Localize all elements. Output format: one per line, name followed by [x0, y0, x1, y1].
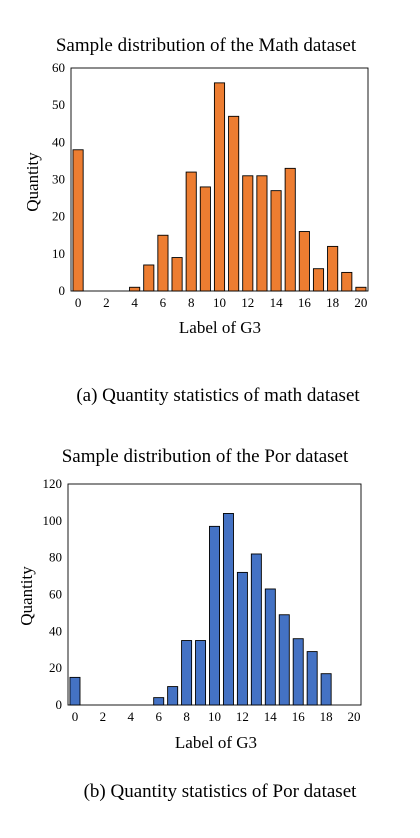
- chart-por-bar-16: [292, 638, 304, 706]
- chart-math-bar-13: [256, 175, 268, 292]
- chart-por-x-tick-label: 16: [292, 709, 306, 724]
- chart-por-bar-9: [195, 640, 207, 706]
- chart-por-x-tick-label: 6: [155, 709, 162, 724]
- chart-math-y-tick-label: 60: [52, 60, 65, 75]
- chart-por-x-tick-label: 18: [320, 709, 333, 724]
- chart-math-y-tick-label: 50: [52, 97, 65, 112]
- chart-math-x-axis-label: Label of G3: [179, 318, 261, 337]
- chart-por-bar-6: [153, 697, 165, 706]
- chart-por-bar-14: [264, 588, 276, 706]
- chart-math-y-tick-label: 30: [52, 172, 65, 187]
- chart-por-y-tick-label: 100: [43, 513, 63, 528]
- chart-math: Sample distribution of the Math dataset …: [23, 35, 369, 406]
- chart-math-x-tick-label: 6: [160, 295, 167, 310]
- chart-math-x-tick-label: 18: [326, 295, 339, 310]
- chart-por-bar-15: [278, 614, 290, 706]
- chart-math-y-tick-label: 20: [52, 209, 65, 224]
- chart-math-bar-7: [171, 257, 183, 292]
- chart-math-x-tick-label: 0: [75, 295, 82, 310]
- chart-math-plot-area: 0 10 20 30 40 50 60 0 2 4 6 8 10 12 14 16 18 20: [52, 60, 369, 310]
- chart-por-bar-13: [250, 553, 262, 706]
- chart-math-bar-15: [284, 167, 296, 292]
- chart-math-bar-4: [129, 286, 141, 292]
- chart-math-bar-12: [242, 175, 254, 292]
- chart-math-y-axis-label: Quantity: [23, 152, 42, 212]
- chart-por-bar-17: [306, 651, 318, 706]
- chart-math-bar-10: [213, 82, 226, 292]
- chart-por-y-tick-label: 40: [49, 623, 62, 638]
- chart-por-x-axis-label: Label of G3: [175, 733, 257, 752]
- chart-por-x-tick-label: 12: [236, 709, 249, 724]
- chart-math-x-tick-label: 14: [270, 295, 284, 310]
- chart-por-y-tick-label: 0: [56, 697, 63, 712]
- chart-math-bar-0: [72, 149, 84, 292]
- chart-por-y-tick-label: 20: [49, 660, 62, 675]
- chart-por: Sample distribution of the Por dataset 0…: [17, 446, 362, 802]
- chart-por-bar-7: [167, 686, 179, 706]
- chart-math-bar-18: [327, 245, 339, 292]
- chart-math-bar-6: [157, 234, 169, 292]
- chart-math-title: Sample distribution of the Math dataset: [56, 35, 357, 56]
- chart-por-bar-0: [69, 676, 81, 706]
- chart-math-y-tick-label: 10: [52, 246, 65, 261]
- chart-por-y-axis-label: Quantity: [17, 566, 36, 626]
- chart-math-bar-8: [185, 171, 197, 292]
- chart-math-x-tick-label: 12: [241, 295, 254, 310]
- chart-math-bar-17: [312, 268, 325, 292]
- chart-por-plot-area: 0 20 40 60 80 100 120 0 2 4 6 8 10 12 14 16 18 20: [43, 476, 362, 724]
- chart-por-y-tick-label: 120: [43, 476, 63, 491]
- chart-por-y-tick-label: 60: [49, 587, 62, 602]
- chart-por-bar-18: [320, 673, 332, 706]
- chart-math-bar-20: [355, 286, 367, 292]
- chart-por-x-tick-label: 8: [183, 709, 190, 724]
- chart-por-bar-11: [222, 513, 234, 706]
- chart-por-bar-8: [181, 640, 193, 706]
- chart-por-bar-10: [209, 525, 220, 706]
- chart-por-title: Sample distribution of the Por dataset: [62, 446, 349, 467]
- chart-math-bar-5: [143, 264, 155, 292]
- chart-por-bar-12: [236, 571, 248, 706]
- chart-por-x-tick-label: 10: [208, 709, 221, 724]
- chart-math-x-tick-label: 8: [188, 295, 195, 310]
- chart-math-bar-16: [298, 231, 310, 292]
- chart-math-bar-9: [199, 186, 211, 292]
- chart-math-x-tick-label: 10: [213, 295, 226, 310]
- chart-math-y-tick-label: 0: [59, 283, 66, 298]
- chart-por-x-tick-label: 20: [348, 709, 361, 724]
- chart-math-x-tick-label: 2: [103, 295, 110, 310]
- chart-math-bar-14: [270, 190, 282, 292]
- chart-math-bar-19: [341, 271, 353, 292]
- chart-math-y-tick-label: 40: [52, 134, 65, 149]
- chart-math-x-tick-label: 4: [131, 295, 138, 310]
- chart-por-x-tick-label: 4: [128, 709, 135, 724]
- chart-math-x-tick-label: 20: [354, 295, 367, 310]
- chart-por-x-tick-label: 0: [72, 709, 79, 724]
- chart-por-x-tick-label: 14: [264, 709, 278, 724]
- chart-por-x-tick-label: 2: [100, 709, 107, 724]
- chart-math-caption: (a) Quantity statistics of math dataset: [76, 385, 360, 406]
- chart-math-bar-11: [228, 115, 240, 292]
- chart-por-caption: (b) Quantity statistics of Por dataset: [84, 781, 358, 802]
- chart-math-x-tick-label: 16: [298, 295, 312, 310]
- chart-por-y-tick-label: 80: [49, 550, 62, 565]
